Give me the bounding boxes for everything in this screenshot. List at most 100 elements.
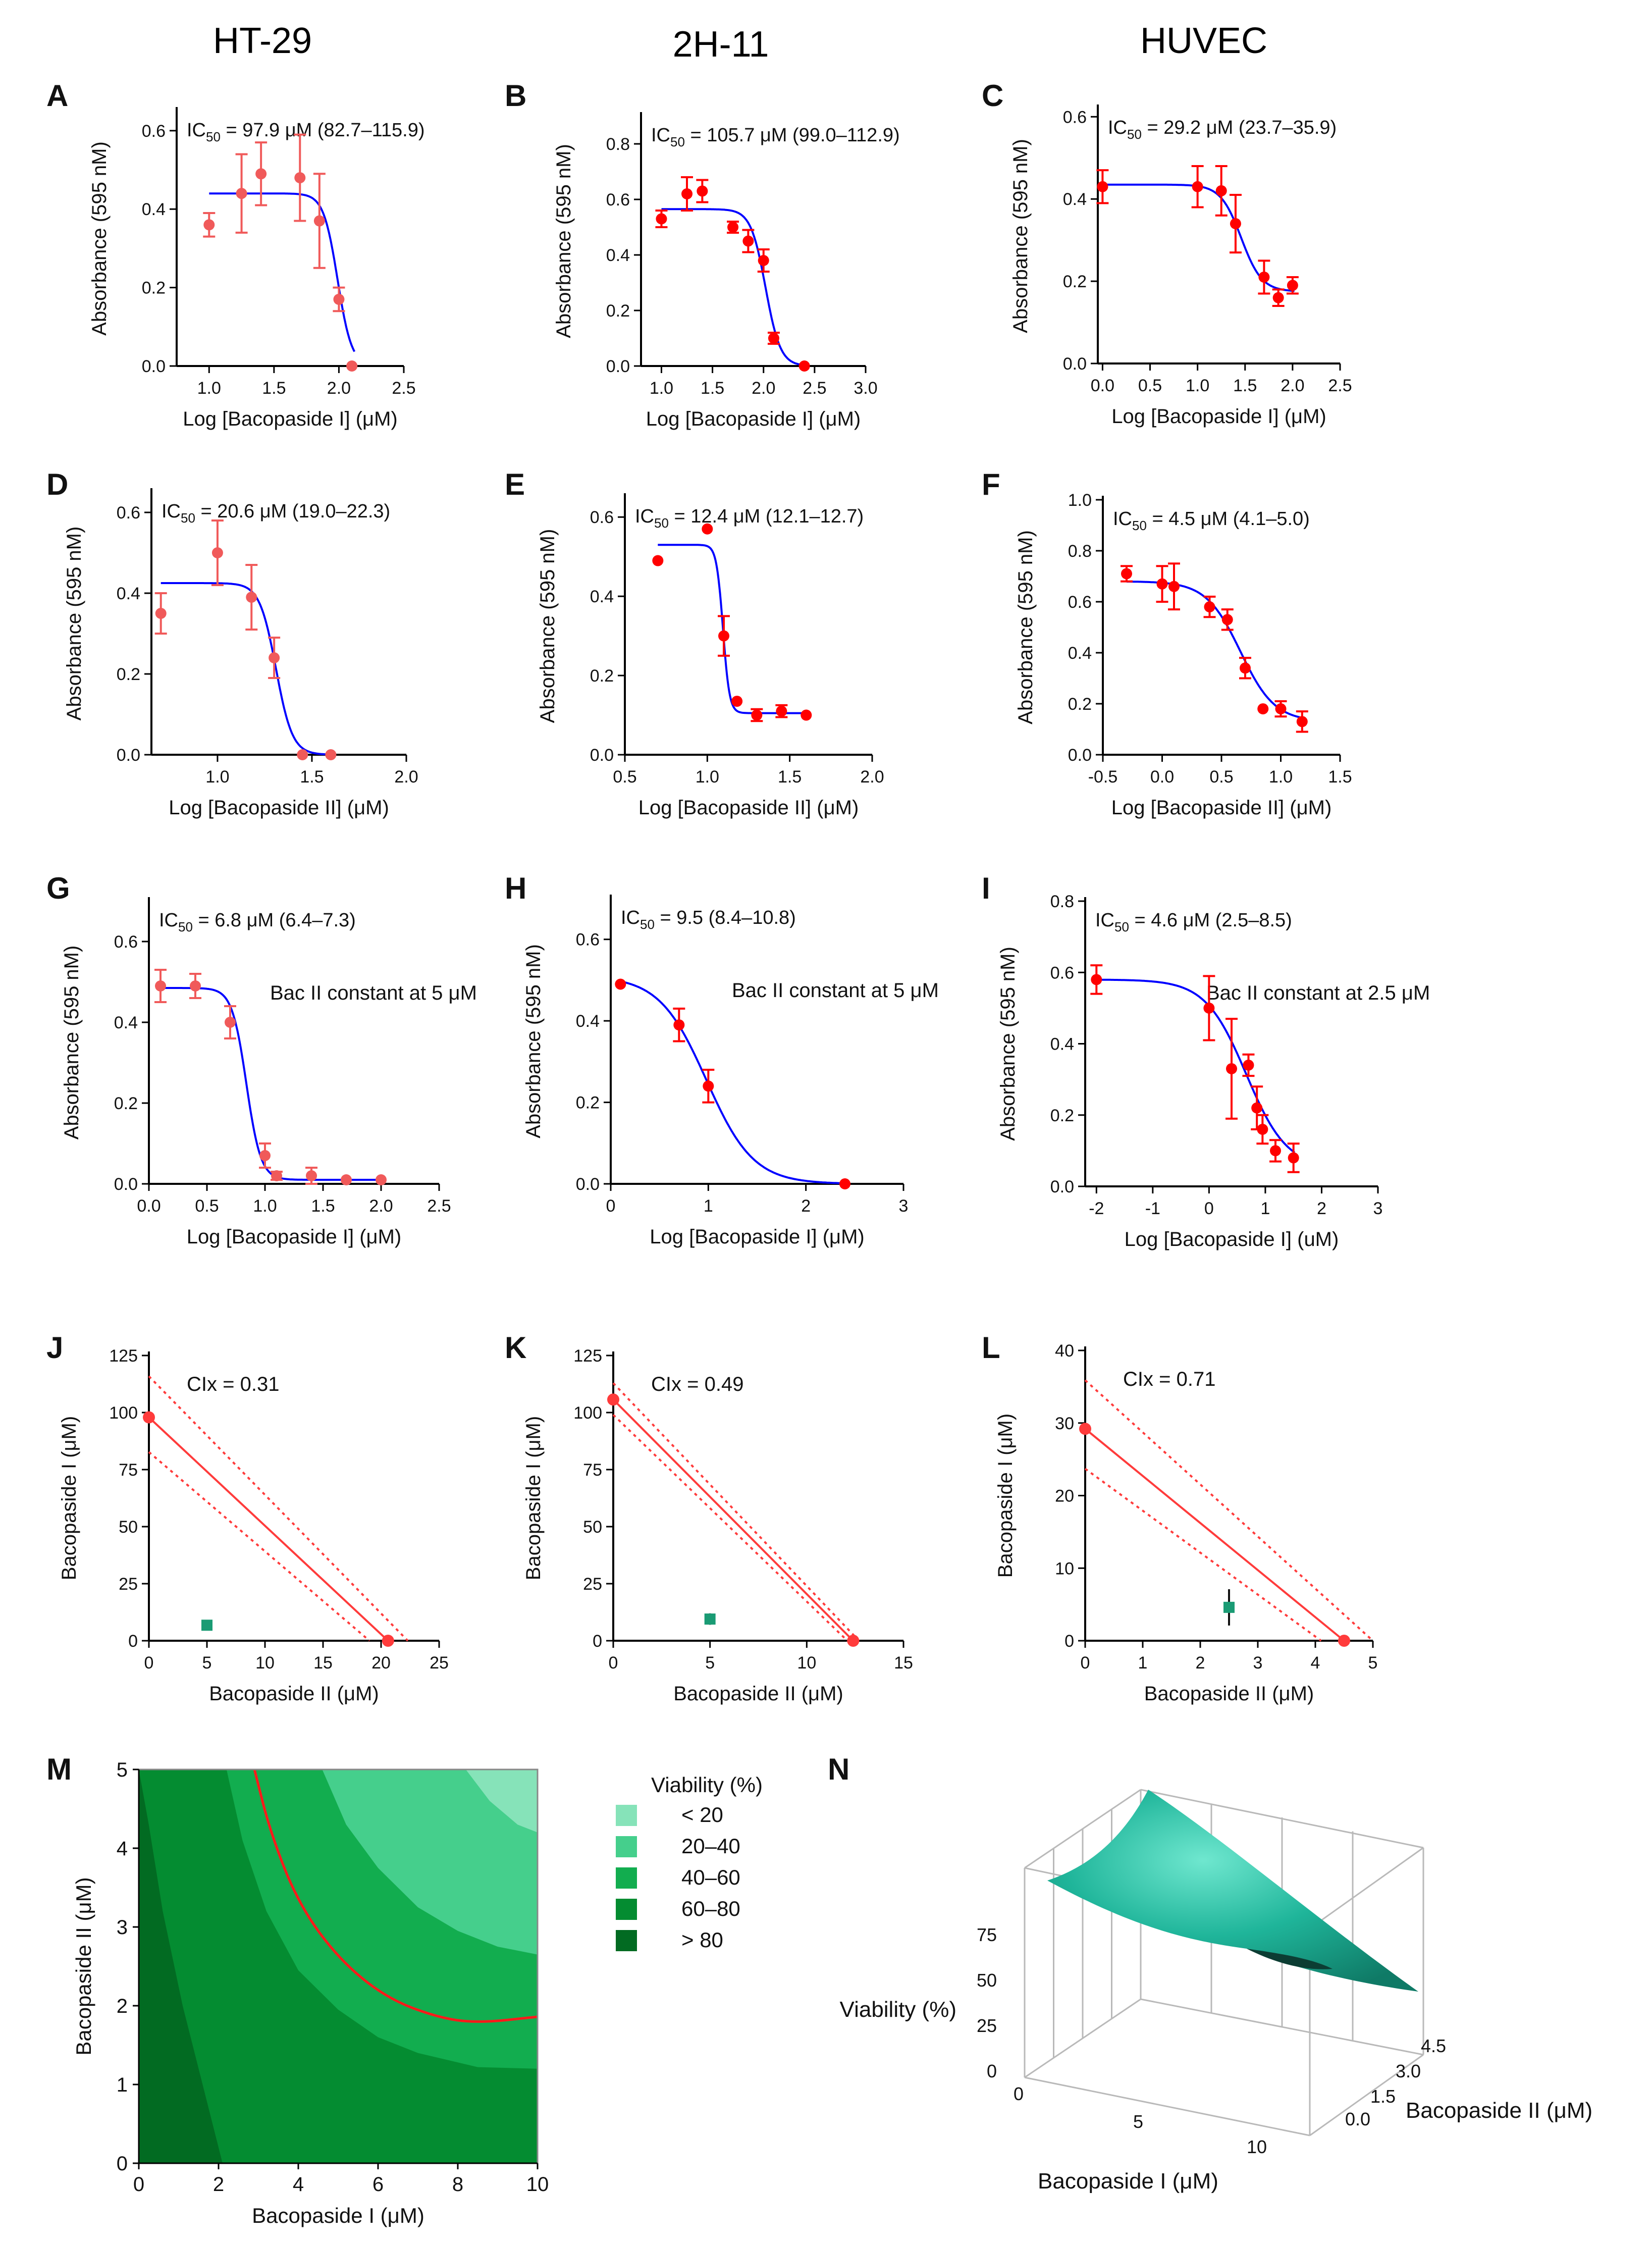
axes: 0 1 2 3 0.0 0.2 0.4 0.6 Log [Bacopaside I] (μM) A… bbox=[522, 895, 908, 1248]
y-tick-label: 10 bbox=[1055, 1559, 1074, 1578]
data-point bbox=[1091, 974, 1102, 985]
ic50-label: IC50 = 20.6 μM (19.0–22.3) bbox=[162, 501, 390, 526]
y-axis-label: Bacopaside II (μM) bbox=[72, 1877, 95, 2055]
y-tick-label: 3 bbox=[117, 1916, 128, 1939]
y-tick-label: 0.0 bbox=[1063, 354, 1087, 374]
x-tick-label: 4 bbox=[1311, 1653, 1320, 1673]
ic50-point-bac2 bbox=[1338, 1635, 1350, 1647]
y-tick-label: 0.6 bbox=[142, 122, 166, 141]
legend-swatch bbox=[616, 1899, 637, 1920]
x-axis-label: Bacopaside I (μM) bbox=[252, 2204, 424, 2227]
ic50-label: IC50 = 6.8 μM (6.4–7.3) bbox=[159, 910, 356, 934]
data-point bbox=[269, 652, 280, 663]
panel-g: G 0.0 0.5 1.0 1.5 2.0 2.5 0.0 0.2 0.4 0.6 Log [Baco… bbox=[46, 871, 477, 1248]
legend-title: Viability (%) bbox=[651, 1773, 763, 1797]
x-tick-label: 0 bbox=[133, 2173, 144, 2196]
panel-letter-f: F bbox=[982, 467, 1000, 501]
y-tick-label: 0.8 bbox=[1050, 892, 1074, 911]
y-tick-label: 0.2 bbox=[117, 665, 140, 684]
y-tick-label: 75 bbox=[583, 1461, 602, 1480]
axes: -0.5 0.0 0.5 1.0 1.5 0.0 0.2 0.4 0.6 0.8 1.0 Log [B… bbox=[1015, 491, 1352, 819]
x-axis-label: Log [Bacopaside I] (μM) bbox=[183, 408, 397, 430]
x-axis-label: Bacopaside II (μM) bbox=[673, 1683, 843, 1705]
x-axis-label: Bacopaside II (μM) bbox=[209, 1683, 379, 1705]
y-tick-label: 4.5 bbox=[1421, 2036, 1446, 2056]
panel-i: I -2 -1 0 1 2 3 0.0 0.2 0.4 0.6 0.8 Log [Bacopaside … bbox=[982, 871, 1430, 1250]
data-point bbox=[801, 709, 812, 721]
x-axis-label: Log [Bacopaside I] (uM) bbox=[1125, 1228, 1339, 1250]
y-tick-label: 40 bbox=[1055, 1341, 1074, 1361]
data-point bbox=[1243, 1059, 1254, 1071]
y-tick-label: 1 bbox=[117, 2074, 128, 2096]
y-tick-label: 0.4 bbox=[576, 1012, 600, 1031]
y-axis-label: Absorbance (595 nM) bbox=[1015, 530, 1037, 724]
ic50-label: IC50 = 4.6 μM (2.5–8.5) bbox=[1095, 910, 1292, 934]
x-tick-label: 2 bbox=[1196, 1653, 1205, 1673]
x-axis-label: Log [Bacopaside I] (μM) bbox=[646, 408, 861, 430]
data-point bbox=[1296, 716, 1308, 727]
x-tick-label: 2.5 bbox=[427, 1196, 451, 1216]
ic50-contour bbox=[253, 1769, 538, 2023]
data-point bbox=[1257, 1124, 1268, 1135]
panel-d: D 1.0 1.5 2.0 0.0 0.2 0.4 0.6 Log [Bacopaside II… bbox=[46, 467, 418, 819]
y-axis-label: Absorbance (595 nM) bbox=[61, 946, 83, 1140]
x-tick-label: 0 bbox=[609, 1653, 618, 1673]
data-point bbox=[798, 360, 810, 372]
data-point bbox=[1097, 181, 1108, 192]
data-point bbox=[1168, 581, 1180, 592]
data-point bbox=[313, 215, 325, 227]
x-tick-label: 8 bbox=[452, 2173, 463, 2196]
data-point bbox=[1230, 218, 1241, 230]
data-point bbox=[768, 333, 779, 344]
data-point bbox=[727, 222, 739, 233]
z-axis-label: Viability (%) bbox=[840, 1997, 956, 2022]
y-tick-label: 4 bbox=[117, 1838, 128, 1860]
data-point bbox=[1226, 1063, 1237, 1074]
y-tick-label: 2 bbox=[117, 1995, 128, 2017]
data-point bbox=[1272, 292, 1284, 303]
y-axis-label: Absorbance (595 nM) bbox=[88, 141, 111, 336]
y-axis-label: Absorbance (595 nM) bbox=[997, 947, 1019, 1141]
data-point bbox=[673, 1019, 685, 1031]
axes: 0 2 4 6 8 10 0 1 2 3 4 5 Bacopaside I (μM) Bacopaside… bbox=[72, 1759, 549, 2227]
y-tick-label: 0.6 bbox=[590, 508, 614, 527]
fit-curve bbox=[161, 582, 335, 756]
legend: Viability (%) < 20 20–40 40–60 60–80 > 80 bbox=[616, 1773, 763, 1952]
column-header-2h11: 2H-11 bbox=[673, 24, 769, 65]
x-tick-label: 2.0 bbox=[1281, 376, 1304, 395]
y-axis-label: Bacopaside I (μM) bbox=[522, 1416, 545, 1580]
x-tick-label: 6 bbox=[372, 2173, 384, 2196]
x-tick-label: 1.0 bbox=[650, 379, 673, 398]
ic50-label: IC50 = 4.5 μM (4.1–5.0) bbox=[1113, 508, 1310, 533]
ic50-point-bac1 bbox=[607, 1393, 619, 1406]
x-tick-label: 2.0 bbox=[860, 767, 884, 787]
y-tick-label: 20 bbox=[1055, 1487, 1074, 1506]
data-point bbox=[1192, 181, 1203, 192]
column-headers: HT-29 2H-11 HUVEC bbox=[213, 21, 1267, 65]
viability-surface bbox=[1047, 1790, 1418, 1992]
y-tick-label: 0.2 bbox=[142, 279, 166, 298]
data-point bbox=[155, 980, 166, 992]
x-tick-label: 3.0 bbox=[854, 379, 877, 398]
y-tick-label: 0.2 bbox=[1068, 695, 1092, 714]
y-tick-label: 0.2 bbox=[1050, 1106, 1074, 1125]
constant-note: Bac II constant at 2.5 μM bbox=[1206, 982, 1430, 1004]
legend-label: < 20 bbox=[681, 1803, 723, 1827]
data-point bbox=[1257, 703, 1269, 715]
data-point bbox=[246, 592, 257, 603]
axes: 0.5 1.0 1.5 2.0 0.0 0.2 0.4 0.6 Log [Bacopaside … bbox=[537, 493, 884, 819]
combination-point bbox=[704, 1613, 716, 1625]
y-tick-label: 3.0 bbox=[1396, 2061, 1421, 2081]
data-point bbox=[325, 749, 337, 760]
x-tick-label: 1 bbox=[1138, 1653, 1148, 1673]
z-tick-label: 75 bbox=[977, 1924, 997, 1945]
x-tick-label: 1 bbox=[704, 1196, 713, 1216]
y-tick-label: 0.0 bbox=[606, 357, 630, 376]
data-point bbox=[1203, 1002, 1215, 1014]
constant-note: Bac II constant at 5 μM bbox=[270, 982, 477, 1004]
y-tick-label: 5 bbox=[117, 1759, 128, 1781]
x-tick-label: 2.5 bbox=[803, 379, 826, 398]
y-tick-label: 0.6 bbox=[606, 190, 630, 210]
x-tick-label: 4 bbox=[293, 2173, 304, 2196]
